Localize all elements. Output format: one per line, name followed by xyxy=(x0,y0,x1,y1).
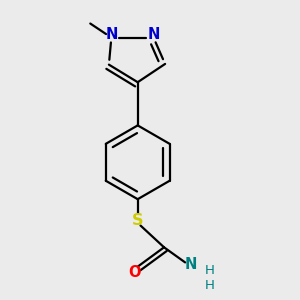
Text: N: N xyxy=(184,257,196,272)
Text: H: H xyxy=(205,264,215,277)
Text: N: N xyxy=(105,27,118,42)
Text: H: H xyxy=(205,279,215,292)
Text: O: O xyxy=(128,266,140,280)
Text: S: S xyxy=(132,213,143,228)
Text: N: N xyxy=(147,27,160,42)
